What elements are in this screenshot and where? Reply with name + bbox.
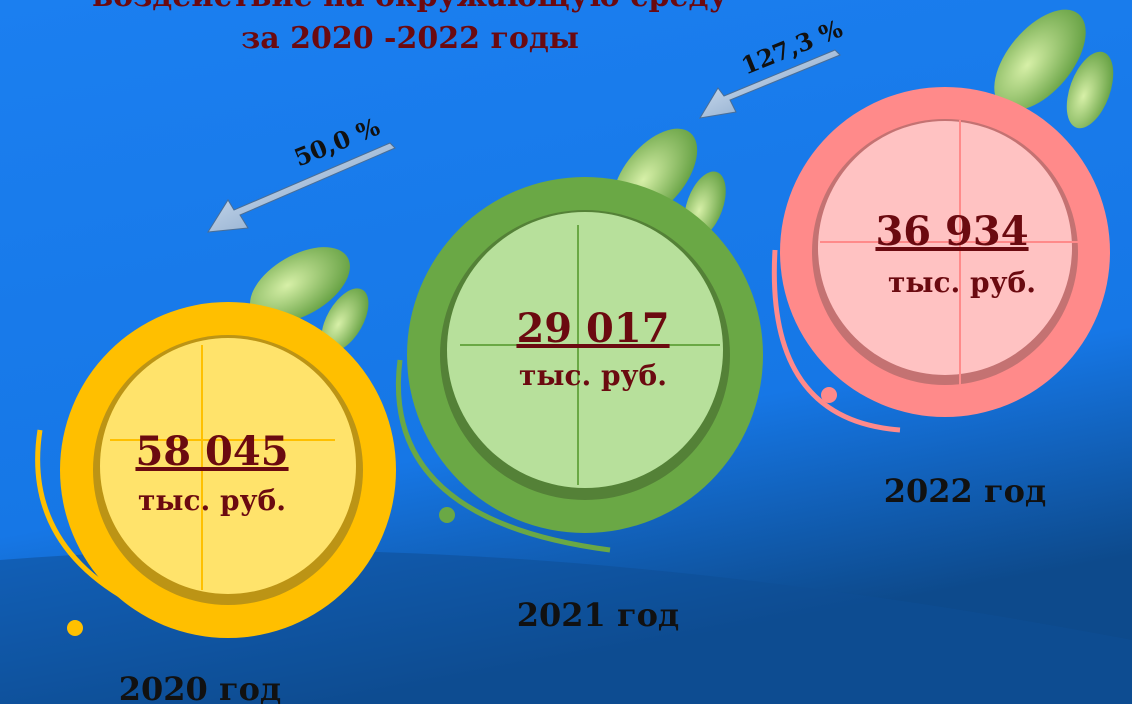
year-label: 2022 год [884,472,1046,510]
unit: тыс. руб. [138,484,286,517]
title-line: за 2020 -2022 годы [241,21,579,56]
value: 58 045 [135,428,288,475]
value: 29 017 [516,305,669,352]
year-label: 2020 год [119,670,281,704]
slide: воздействие на окружающую среду за 2020 … [0,0,1132,704]
title-line: воздействие на окружающую среду [92,0,727,14]
unit: тыс. руб. [519,359,667,392]
year-label: 2021 год [517,596,679,634]
value: 36 934 [875,208,1028,255]
page: воздействие на окружающую среду за 2020 … [0,0,1132,704]
unit: тыс. руб. [888,266,1036,299]
